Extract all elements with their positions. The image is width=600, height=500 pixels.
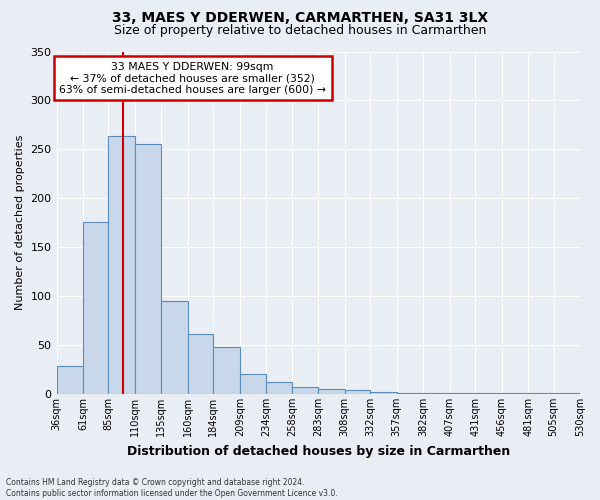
- Bar: [161, 301, 188, 394]
- Bar: [266, 382, 292, 394]
- Text: 33 MAES Y DDERWEN: 99sqm
← 37% of detached houses are smaller (352)
63% of semi-: 33 MAES Y DDERWEN: 99sqm ← 37% of detach…: [59, 62, 326, 95]
- Bar: [397, 393, 423, 394]
- Bar: [345, 390, 370, 394]
- Y-axis label: Number of detached properties: Number of detached properties: [15, 135, 25, 310]
- Text: Contains HM Land Registry data © Crown copyright and database right 2024.
Contai: Contains HM Land Registry data © Crown c…: [6, 478, 338, 498]
- Bar: [554, 393, 580, 394]
- Bar: [475, 393, 502, 394]
- Bar: [423, 393, 449, 394]
- Text: Size of property relative to detached houses in Carmarthen: Size of property relative to detached ho…: [114, 24, 486, 37]
- Bar: [109, 136, 135, 394]
- Bar: [528, 393, 554, 394]
- Bar: [292, 387, 318, 394]
- X-axis label: Distribution of detached houses by size in Carmarthen: Distribution of detached houses by size …: [127, 444, 510, 458]
- Bar: [370, 392, 397, 394]
- Text: 33, MAES Y DDERWEN, CARMARTHEN, SA31 3LX: 33, MAES Y DDERWEN, CARMARTHEN, SA31 3LX: [112, 11, 488, 25]
- Bar: [318, 389, 345, 394]
- Bar: [240, 374, 266, 394]
- Bar: [56, 366, 83, 394]
- Bar: [502, 393, 528, 394]
- Bar: [449, 393, 475, 394]
- Bar: [214, 347, 240, 394]
- Bar: [83, 222, 109, 394]
- Bar: [135, 144, 161, 394]
- Bar: [188, 334, 214, 394]
